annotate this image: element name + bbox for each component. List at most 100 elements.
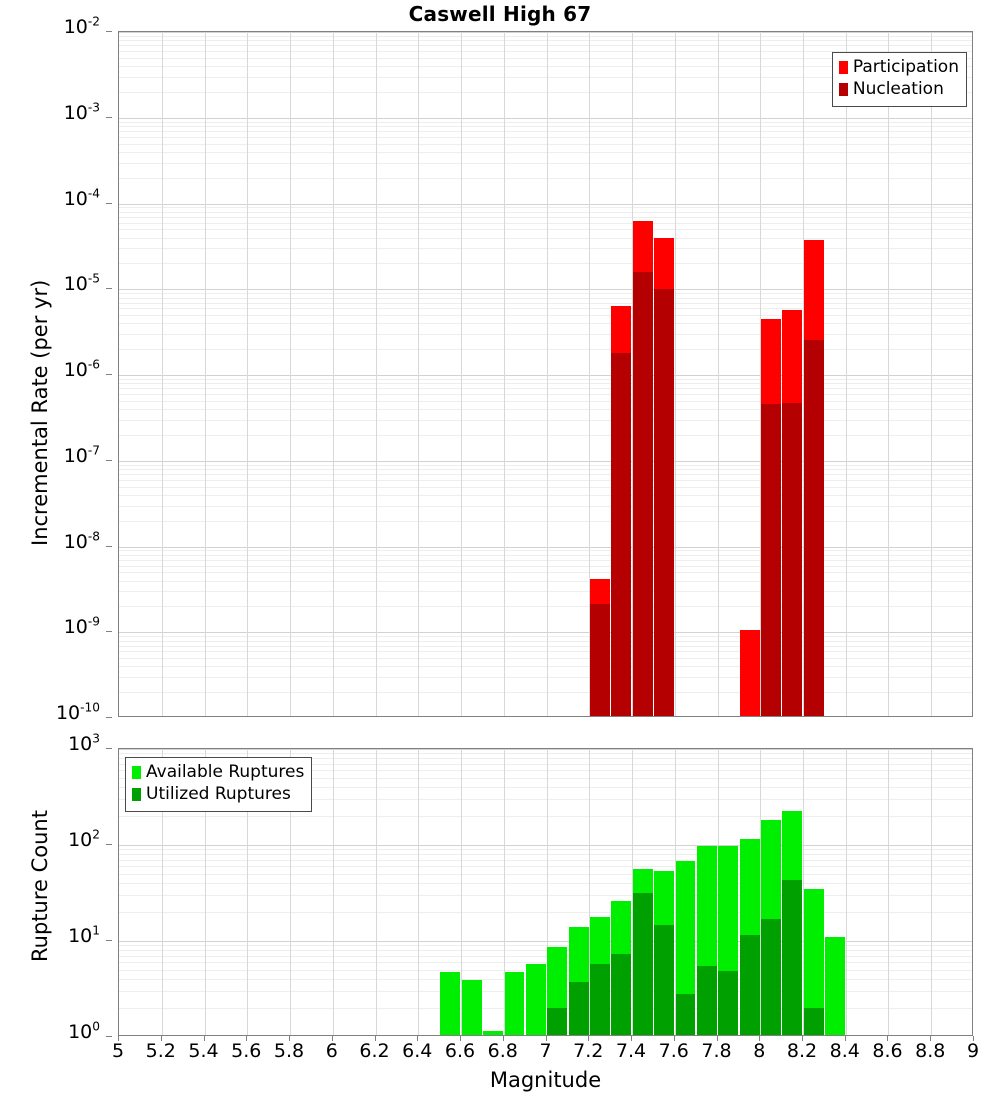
- x-axis-tick-mark: [460, 1036, 461, 1041]
- gridline-vertical: [888, 32, 889, 716]
- bar-nucleation: [782, 402, 803, 716]
- gridline-minor: [119, 349, 972, 350]
- gridline-minor: [119, 764, 972, 765]
- gridline-minor: [119, 566, 972, 567]
- y-axis-tick-label: 10-6: [63, 357, 100, 381]
- x-axis-tick-mark: [503, 1036, 504, 1041]
- legend-label-participation: Participation: [852, 57, 959, 77]
- y-axis-tick-mark: [106, 940, 112, 941]
- gridline-vertical: [547, 749, 548, 1035]
- gridline-minor: [119, 122, 972, 123]
- y-axis-tick-label: 10-2: [63, 14, 100, 38]
- x-axis-tick-label: 8.8: [915, 1040, 946, 1062]
- y-axis-tick-label: 10-5: [63, 271, 100, 296]
- x-axis-tick-label: 6.2: [359, 1040, 390, 1062]
- y-axis-tick-mark: [106, 288, 112, 289]
- x-axis-tick-mark: [631, 1036, 632, 1041]
- gridline-vertical: [205, 32, 206, 716]
- gridline-minor: [119, 912, 972, 913]
- gridline-major: [119, 118, 972, 119]
- y-axis-title-bottom: Rupture Count: [28, 810, 52, 962]
- gridline-vertical: [718, 32, 719, 716]
- bar-nucleation: [803, 340, 824, 716]
- bar-available-ruptures: [803, 889, 824, 1035]
- gridline-minor: [119, 945, 972, 946]
- y-axis-tick-label: 102: [68, 827, 100, 851]
- gridline-minor: [119, 144, 972, 145]
- page-title: Caswell High 67: [408, 2, 592, 26]
- gridline-minor: [119, 506, 972, 507]
- x-axis-tick-label: 5.4: [188, 1040, 219, 1062]
- gridline-minor: [119, 126, 972, 127]
- bar-utilized-ruptures: [739, 935, 760, 1035]
- legend-item-nucleation: Nucleation: [838, 79, 959, 101]
- gridline-minor: [119, 778, 972, 779]
- gridline-vertical: [205, 749, 206, 1035]
- bar-utilized-ruptures: [761, 919, 781, 1035]
- gridline-major: [119, 461, 972, 462]
- gridline-minor: [119, 641, 972, 642]
- bar-utilized-ruptures: [696, 966, 717, 1035]
- y-axis-tick-label: 103: [68, 731, 100, 755]
- gridline-vertical: [376, 749, 377, 1035]
- x-axis-tick-label: 7.6: [658, 1040, 689, 1062]
- y-axis-tick-mark: [106, 374, 112, 375]
- gridline-minor: [119, 229, 972, 230]
- gridline-vertical: [846, 32, 847, 716]
- x-axis-tick-mark: [845, 1036, 846, 1041]
- gridline-vertical: [247, 749, 248, 1035]
- bar-available-ruptures: [504, 972, 525, 1035]
- x-axis-tick-label: 5: [111, 1040, 125, 1062]
- x-axis-tick-mark: [759, 1036, 760, 1041]
- bar-utilized-ruptures: [782, 880, 803, 1035]
- gridline-minor: [119, 480, 972, 481]
- gridline-minor: [119, 137, 972, 138]
- bar-utilized-ruptures: [654, 924, 674, 1035]
- x-axis-tick-mark: [375, 1036, 376, 1041]
- gridline-minor: [119, 394, 972, 395]
- y-axis-ticks-top: 10-2 10-3 10-4 10-5 10-6 10-7 10-8 10-9 10-10: [0, 0, 112, 740]
- gridline-minor: [119, 866, 972, 867]
- bar-available-ruptures: [525, 963, 546, 1035]
- gridline-vertical: [803, 32, 804, 716]
- gridline-major: [119, 32, 972, 33]
- y-axis-tick-mark: [106, 844, 112, 845]
- gridline-minor: [119, 787, 972, 788]
- x-axis-tick-label: 8.6: [872, 1040, 903, 1062]
- utilized-ruptures-swatch-icon: [132, 788, 141, 802]
- y-axis-tick-mark: [106, 717, 112, 718]
- gridline-minor: [119, 560, 972, 561]
- gridline-vertical: [760, 749, 761, 1035]
- gridline-minor: [119, 962, 972, 963]
- x-axis-tick-mark: [930, 1036, 931, 1041]
- gridline-vertical: [589, 32, 590, 716]
- gridline-minor: [119, 298, 972, 299]
- gridline-minor: [119, 591, 972, 592]
- bar-utilized-ruptures: [547, 1008, 568, 1035]
- y-axis-tick-mark: [106, 203, 112, 204]
- legend-label-utilized-ruptures: Utilized Ruptures: [146, 783, 291, 804]
- bar-nucleation: [632, 272, 653, 716]
- x-axis-tick-label: 5.6: [231, 1040, 262, 1062]
- gridline-minor: [119, 956, 972, 957]
- x-axis-tick-mark: [973, 1036, 974, 1041]
- gridline-major: [119, 375, 972, 376]
- x-axis-tick-label: 5.8: [273, 1040, 305, 1062]
- x-axis-tick-label: 5.2: [145, 1040, 176, 1062]
- gridline-minor: [119, 816, 972, 817]
- y-axis-tick-label: 100: [68, 1019, 100, 1043]
- y-axis-tick-mark: [106, 117, 112, 118]
- gridline-minor: [119, 435, 972, 436]
- gridline-minor: [119, 849, 972, 850]
- y-axis-tick-mark: [106, 31, 112, 32]
- x-axis-tick-label: 7.4: [615, 1040, 647, 1062]
- gridline-vertical: [290, 32, 291, 716]
- gridline-minor: [119, 212, 972, 213]
- gridline-major: [119, 289, 972, 290]
- x-axis-tick-label: 7.8: [701, 1040, 732, 1062]
- gridline-minor: [119, 581, 972, 582]
- bar-nucleation: [761, 404, 781, 716]
- gridline-vertical: [247, 32, 248, 716]
- gridline-vertical: [803, 749, 804, 1035]
